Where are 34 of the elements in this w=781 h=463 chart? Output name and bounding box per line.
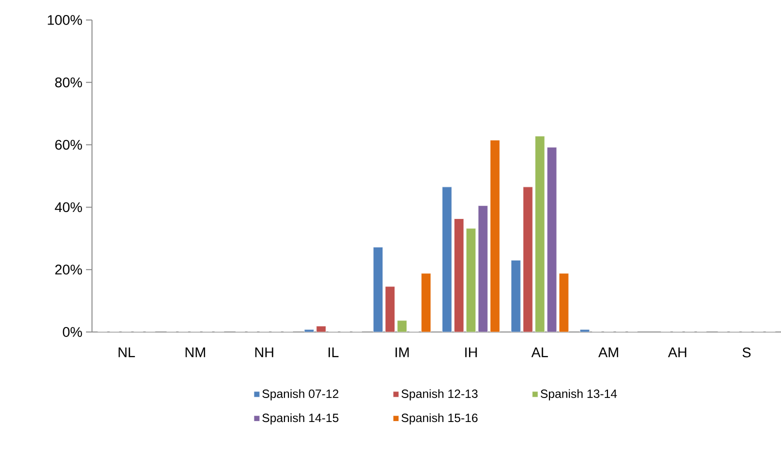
y-tick-label: 100% <box>48 15 82 25</box>
bar <box>546 147 557 332</box>
x-tick-label: AM <box>598 348 618 358</box>
x-tick-label: S <box>742 348 751 358</box>
bar <box>490 140 500 332</box>
x-tick-label: NM <box>186 348 206 358</box>
x-tick-label: IL <box>328 348 339 358</box>
bar <box>510 260 521 332</box>
x-tick-label: AH <box>668 348 686 358</box>
legend-label: Spanish 12-13 <box>402 389 478 400</box>
x-tick-label: AL <box>531 348 548 358</box>
legend-label: Spanish 15-16 <box>402 413 478 425</box>
bar <box>534 136 545 332</box>
x-tick-label: NL <box>118 348 135 358</box>
y-tick-label: 0% <box>62 327 82 337</box>
bar <box>558 273 569 332</box>
y-tick-label: 80% <box>55 77 82 88</box>
bar <box>454 218 464 332</box>
y-tick-label: 20% <box>55 264 82 275</box>
x-tick-label: NH <box>255 348 274 358</box>
bar <box>522 186 533 332</box>
y-tick-label: 40% <box>54 202 82 212</box>
legend-label: Spanish 13-14 <box>540 389 617 400</box>
legend-label: Spanish 07-12 <box>262 389 338 400</box>
x-tick-label: IM <box>396 348 409 358</box>
bar <box>385 286 396 332</box>
bar <box>466 228 476 332</box>
bar <box>373 246 384 332</box>
y-tick-label: 60% <box>55 140 82 150</box>
x-tick-label: IH <box>465 348 477 358</box>
bar <box>442 186 452 332</box>
legend-label: Spanish 14-15 <box>262 413 338 425</box>
bar <box>478 205 488 332</box>
bar <box>421 273 432 332</box>
